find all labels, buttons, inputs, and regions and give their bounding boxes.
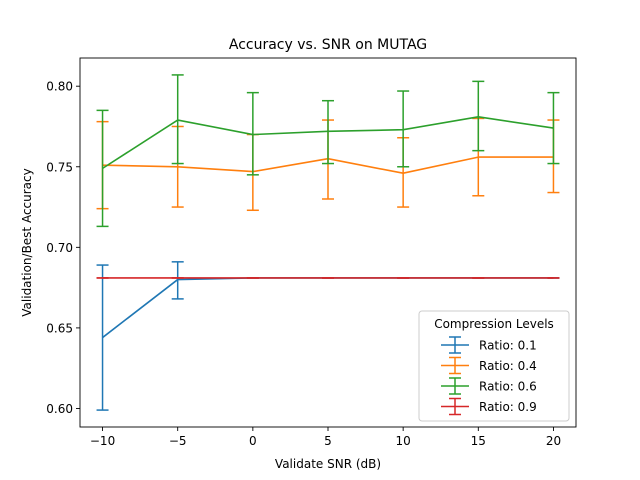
- y-tick-label: 0.65: [46, 321, 73, 335]
- x-tick-label: 20: [546, 434, 561, 448]
- series-ratio-06: [96, 74, 560, 228]
- chart-title: Accuracy vs. SNR on MUTAG: [229, 37, 427, 53]
- x-tick-label: −10: [90, 434, 115, 448]
- axis-ticks: −10 −5 0 5 10 15 20 0.60 0.65 0.70 0.75 0.80: [46, 80, 561, 448]
- x-tick-label: 0: [249, 434, 257, 448]
- x-tick-label: −5: [169, 434, 187, 448]
- x-axis-label: Validate SNR (dB): [275, 457, 381, 471]
- legend-label: Ratio: 0.6: [479, 380, 537, 394]
- y-tick-label: 0.60: [46, 402, 73, 416]
- plot-frame: [79, 57, 577, 428]
- y-tick-label: 0.75: [46, 160, 73, 174]
- y-tick-label: 0.80: [46, 80, 73, 94]
- legend: Compression Levels Ratio: 0.1 Ratio: 0.4 R…: [418, 310, 570, 422]
- legend-label: Ratio: 0.9: [479, 400, 537, 414]
- y-tick-label: 0.70: [46, 241, 73, 255]
- series-layer: [96, 74, 560, 411]
- x-tick-label: 10: [396, 434, 411, 448]
- y-axis-label: Validation/Best Accuracy: [20, 168, 34, 316]
- legend-label: Ratio: 0.4: [479, 359, 537, 373]
- legend-label: Ratio: 0.1: [479, 339, 537, 353]
- legend-title: Compression Levels: [434, 317, 554, 331]
- x-tick-label: 15: [471, 434, 486, 448]
- series-line: [102, 116, 554, 170]
- x-tick-label: 5: [324, 434, 332, 448]
